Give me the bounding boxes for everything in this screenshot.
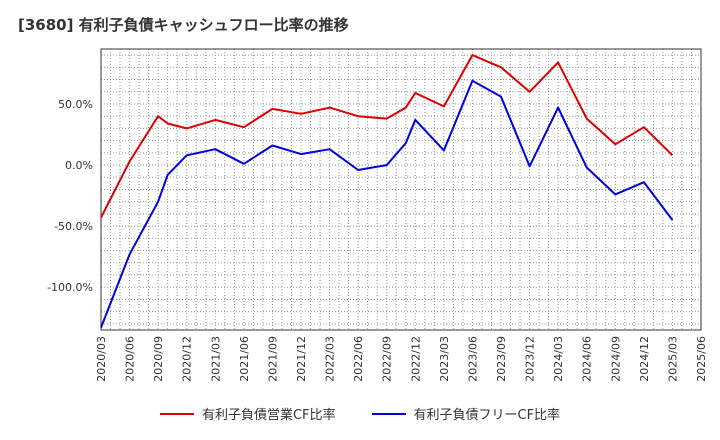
x-tick-label: 2023/06 <box>466 336 479 382</box>
x-tick-label: 2025/03 <box>666 336 679 382</box>
legend-swatch-operating-cf <box>159 412 194 415</box>
legend-label-operating-cf: 有利子負債営業CF比率 <box>201 408 336 423</box>
x-tick-label: 2021/03 <box>209 336 222 382</box>
x-tick-label: 2023/09 <box>495 336 508 382</box>
x-tick-label: 2025/06 <box>695 336 708 382</box>
legend-item-operating-cf: 有利子負債営業CF比率 <box>159 404 336 423</box>
x-tick-label: 2023/12 <box>524 336 537 382</box>
x-tick-label: 2021/06 <box>238 336 251 382</box>
x-tick-label: 2020/03 <box>95 336 108 382</box>
x-tick-label: 2020/06 <box>124 336 137 382</box>
legend-item-free-cf: 有利子負債フリーCF比率 <box>371 404 561 423</box>
series-line-free-cf <box>100 79 674 328</box>
x-tick-label: 2020/09 <box>152 336 165 382</box>
y-tick-label: 0.0% <box>65 159 93 172</box>
y-tick-label: 50.0% <box>58 98 93 111</box>
chart-title: [3680] 有利子負債キャッシュフロー比率の推移 <box>18 16 349 34</box>
series-line-operating-cf <box>100 54 674 219</box>
x-tick-label: 2023/03 <box>438 336 451 382</box>
legend-label-free-cf: 有利子負債フリーCF比率 <box>413 408 561 423</box>
x-tick-label: 2022/09 <box>381 336 394 382</box>
x-tick-label: 2021/12 <box>295 336 308 382</box>
x-tick-label: 2024/03 <box>552 336 565 382</box>
chart-legend: 有利子負債営業CF比率 有利子負債フリーCF比率 <box>0 404 720 423</box>
x-tick-label: 2022/03 <box>324 336 337 382</box>
x-tick-label: 2024/09 <box>609 336 622 382</box>
x-tick-label: 2022/12 <box>409 336 422 382</box>
y-tick-label: -100.0% <box>47 281 93 294</box>
x-tick-label: 2020/12 <box>181 336 194 382</box>
x-tick-label: 2022/06 <box>352 336 365 382</box>
y-tick-label: -50.0% <box>54 220 93 233</box>
plot-area-border <box>100 48 702 331</box>
x-tick-label: 2024/12 <box>638 336 651 382</box>
x-tick-label: 2021/09 <box>266 336 279 382</box>
x-tick-label: 2024/06 <box>581 336 594 382</box>
legend-swatch-free-cf <box>371 412 406 415</box>
